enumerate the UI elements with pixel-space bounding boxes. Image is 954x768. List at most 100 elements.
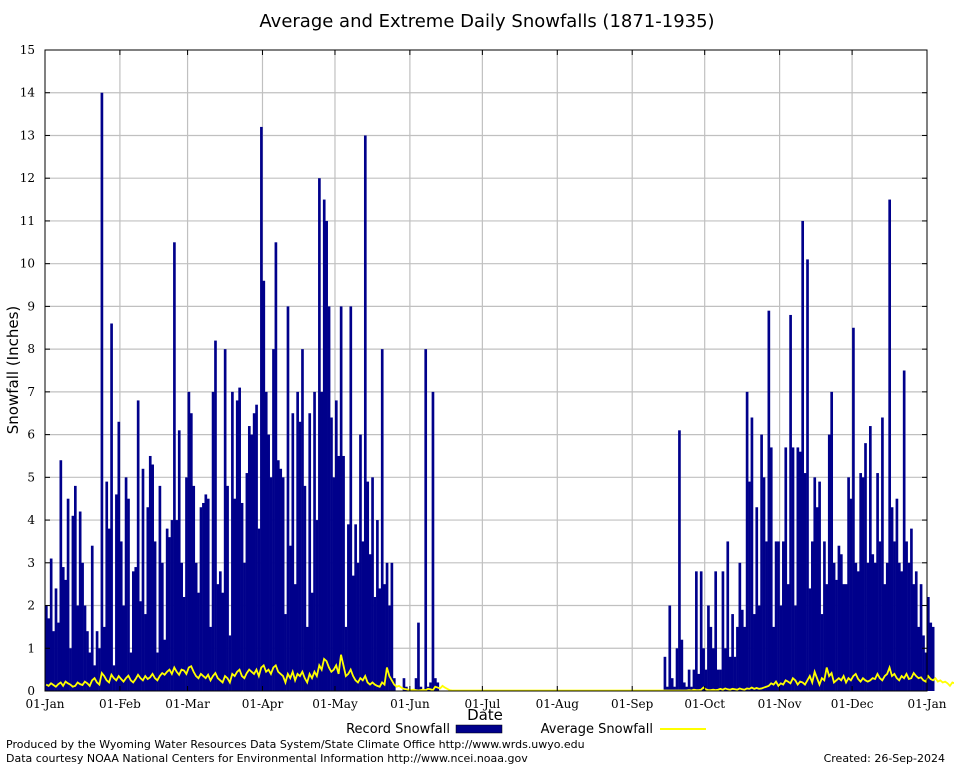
record-bar <box>175 520 179 691</box>
legend-swatch-record <box>455 724 503 734</box>
record-bar <box>342 455 345 691</box>
record-bar <box>910 528 913 691</box>
record-bar <box>883 584 887 691</box>
record-bar <box>827 434 831 691</box>
record-bar <box>794 605 797 691</box>
record-bar <box>73 485 77 691</box>
record-bar <box>864 443 867 691</box>
record-bar <box>740 609 744 691</box>
record-bar <box>849 498 853 691</box>
record-bar <box>711 648 715 691</box>
record-bar <box>235 400 239 691</box>
record-bar <box>301 349 304 691</box>
record-bar <box>803 473 807 691</box>
record-bar <box>733 656 737 691</box>
record-bar <box>808 588 812 691</box>
record-bar <box>209 626 212 691</box>
x-axis-title: Date <box>467 706 503 724</box>
record-bar <box>146 507 150 691</box>
legend-label-average: Average Snowfall <box>541 722 653 737</box>
record-bar <box>678 430 681 691</box>
record-bar <box>380 349 384 691</box>
record-bar <box>666 686 669 691</box>
record-bar <box>262 280 266 691</box>
record-bar <box>919 584 923 691</box>
x-tick-label: 01-Apr <box>242 697 284 711</box>
record-bar <box>260 126 263 692</box>
record-bar <box>750 417 754 691</box>
record-bar <box>257 528 261 691</box>
legend: Record Snowfall Average Snowfall <box>346 722 706 737</box>
record-bar <box>772 626 776 691</box>
record-bar <box>789 314 792 691</box>
record-bar <box>801 220 805 691</box>
record-bar <box>223 349 227 691</box>
record-bar <box>726 541 730 691</box>
record-bar <box>296 391 299 691</box>
record-bar <box>820 614 824 691</box>
record-bar <box>707 605 710 691</box>
record-bar <box>349 306 353 691</box>
x-tick-label: 01-Feb <box>99 697 141 711</box>
y-axis-title: Snowfall (Inches) <box>4 306 22 434</box>
record-bar <box>767 310 771 691</box>
record-bar <box>885 562 889 691</box>
record-bar <box>327 306 331 691</box>
record-bar <box>852 327 855 691</box>
record-bar <box>748 481 751 691</box>
record-bar <box>876 473 879 691</box>
record-bar <box>359 434 362 691</box>
record-bar <box>156 652 159 691</box>
record-bar <box>131 571 135 691</box>
record-bar <box>185 477 188 691</box>
record-bar <box>692 669 696 691</box>
record-bar <box>680 639 684 691</box>
legend-label-record: Record Snowfall <box>346 722 450 737</box>
record-bar <box>779 605 783 691</box>
record-bar <box>685 686 689 691</box>
record-bar <box>378 588 382 691</box>
record-bar <box>796 447 800 691</box>
y-tick-label: 14 <box>20 86 36 100</box>
record-bar <box>743 626 747 691</box>
x-tick-label: 01-Sep <box>611 697 654 711</box>
record-bar <box>670 678 674 691</box>
record-bar <box>869 426 872 691</box>
record-bar <box>417 622 420 691</box>
record-bar <box>881 417 884 691</box>
record-bar <box>859 473 863 691</box>
record-bar <box>334 400 338 691</box>
record-bar <box>281 477 285 691</box>
footer-produced-by: Produced by the Wyoming Water Resources … <box>6 738 585 751</box>
record-bar <box>339 306 343 691</box>
record-bar <box>888 199 892 692</box>
record-bar <box>690 686 693 691</box>
record-bar <box>806 259 809 691</box>
record-bar <box>390 562 394 691</box>
record-bar <box>760 434 763 691</box>
record-bar <box>765 541 768 691</box>
record-bar <box>724 648 727 691</box>
record-bar <box>141 468 145 691</box>
record-bar <box>71 515 75 691</box>
record-bar <box>88 652 92 691</box>
record-bar <box>757 605 761 691</box>
y-tick-label: 4 <box>27 513 35 527</box>
record-bar <box>286 306 290 691</box>
record-bar <box>322 199 326 692</box>
record-bar <box>136 400 140 691</box>
record-bar <box>745 391 749 691</box>
record-bar <box>325 220 328 691</box>
record-bar <box>900 571 904 691</box>
record-bar <box>861 477 865 691</box>
record-bar <box>218 571 222 691</box>
record-bar <box>840 554 843 691</box>
record-bar <box>86 631 89 691</box>
record-bar <box>238 387 241 691</box>
record-bar <box>424 349 428 691</box>
record-bar <box>784 447 788 691</box>
y-tick-label: 12 <box>20 171 35 185</box>
record-bar <box>832 562 836 691</box>
record-bar <box>354 524 357 691</box>
record-bar <box>165 528 169 691</box>
